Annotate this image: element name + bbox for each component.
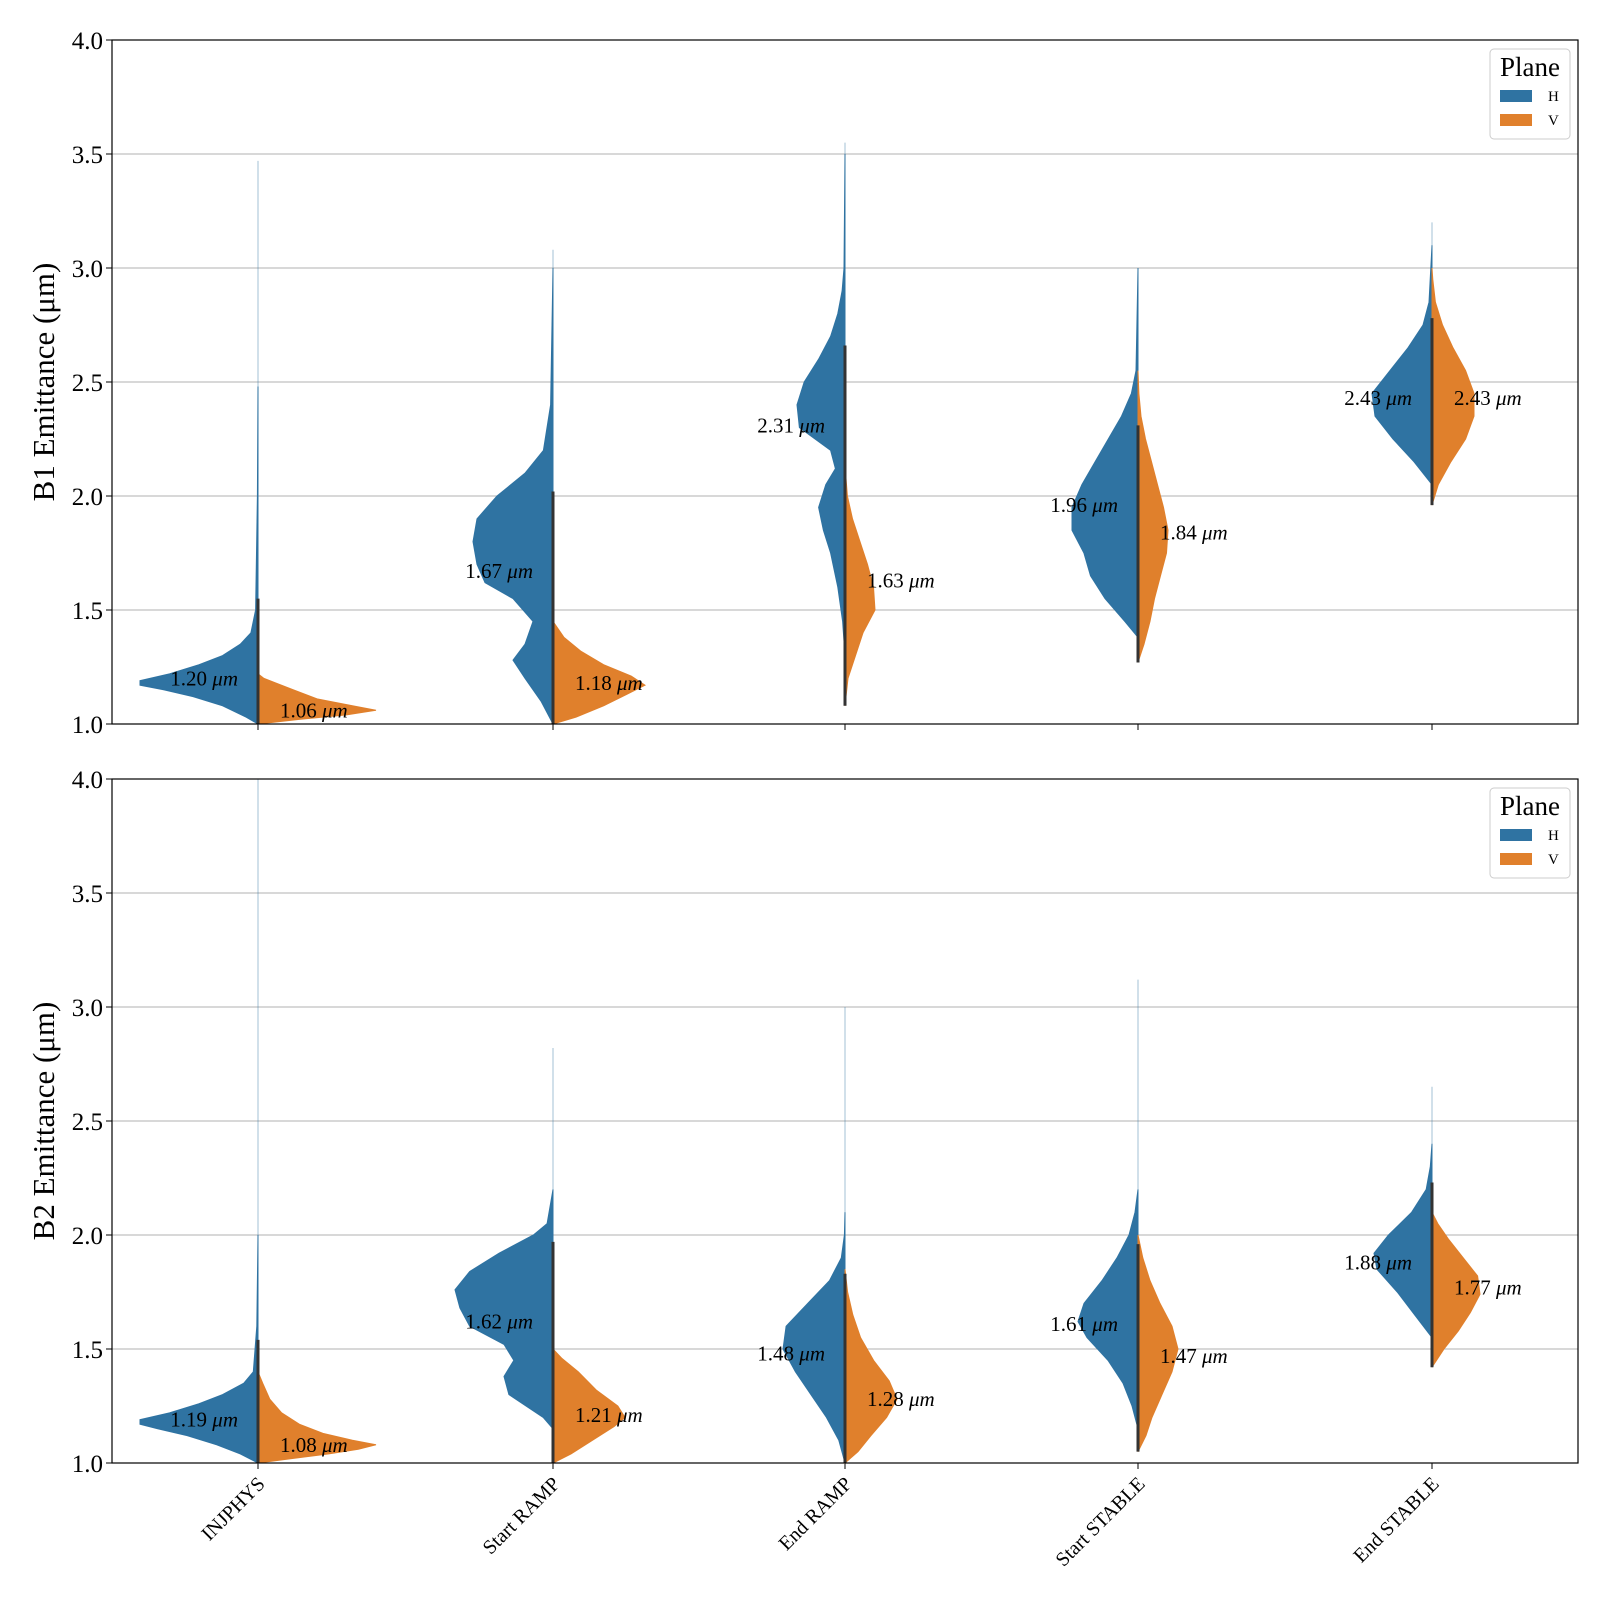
median-label-v: 1.28 μm [867, 1387, 935, 1411]
median-label-h: 2.31 μm [757, 413, 825, 437]
y-tick-label: 2.0 [72, 484, 103, 511]
legend: Plane HV [1489, 787, 1571, 879]
median-label-v: 1.18 μm [575, 671, 643, 695]
violin-h-4 [1077, 1189, 1139, 1429]
legend: Plane HV [1489, 48, 1571, 140]
median-label-v: 1.06 μm [280, 698, 348, 722]
x-tick-label: INJPHYS [197, 1473, 269, 1545]
median-label-v: 1.21 μm [575, 1403, 643, 1427]
y-tick-label: 4.0 [72, 767, 103, 794]
median-label-v: 2.43 μm [1454, 386, 1522, 410]
y-tick-label: 1.0 [72, 712, 103, 739]
median-label-h: 1.96 μm [1050, 493, 1118, 517]
violin-h-2 [454, 1189, 554, 1431]
y-tick-label: 1.5 [72, 598, 103, 625]
y-tick-label: 2.5 [72, 370, 103, 397]
legend-label-v: V [1548, 113, 1559, 129]
violin-v-5 [1431, 267, 1475, 506]
legend-swatch-v [1500, 114, 1532, 126]
x-tick-label: End RAMP [775, 1473, 857, 1555]
y-tick-label: 3.0 [72, 256, 103, 283]
y-axis-label: B1 Emittance (μm) [26, 263, 61, 502]
x-tick-label: Start STABLE [1051, 1473, 1149, 1571]
median-label-h: 1.61 μm [1050, 1312, 1118, 1336]
legend-swatch-h [1500, 90, 1532, 102]
violin-h-4 [1071, 267, 1139, 639]
violin-v-2 [552, 619, 646, 725]
y-tick-label: 2.5 [72, 1109, 103, 1136]
y-axis-label: B2 Emittance (μm) [26, 1002, 61, 1241]
legend-swatch-h [1500, 829, 1532, 841]
violin-v-4 [1137, 370, 1169, 663]
x-tick-label: Start RAMP [479, 1473, 565, 1559]
median-label-h: 1.88 μm [1344, 1250, 1412, 1274]
violin-h-1 [139, 386, 259, 725]
y-tick-label: 1.0 [72, 1451, 103, 1478]
violin-h-5 [1373, 1143, 1433, 1340]
legend-label-h: H [1548, 89, 1559, 105]
legend-label-v: V [1548, 852, 1559, 868]
plot-frame [111, 778, 1579, 1464]
panel-2: 1.0 1.5 2.0 2.5 3.0 3.5 4.0 B2 Emittance (μm) 1.… [26, 767, 1579, 1478]
panel-1: 1.0 1.5 2.0 2.5 3.0 3.5 4.0 B1 Emittance (μm) 1.… [26, 28, 1579, 739]
y-tick-label: 3.0 [72, 995, 103, 1022]
y-tick-label: 3.5 [72, 142, 103, 169]
panels: 1.0 1.5 2.0 2.5 3.0 3.5 4.0 B1 Emittance (μm) 1.… [26, 28, 1579, 1571]
violin-h-2 [472, 267, 554, 725]
y-tick-label: 3.5 [72, 881, 103, 908]
violin-h-3 [796, 153, 846, 656]
violin-v-5 [1431, 1211, 1481, 1368]
median-label-v: 1.84 μm [1160, 520, 1228, 544]
x-tick-label: End STABLE [1349, 1473, 1443, 1567]
violin-h-1 [139, 1234, 259, 1464]
violin-v-2 [552, 1347, 626, 1464]
legend-label-h: H [1548, 828, 1559, 844]
median-label-v: 1.08 μm [280, 1433, 348, 1457]
median-label-h: 1.48 μm [757, 1342, 825, 1366]
violin-h-3 [782, 1212, 846, 1464]
violin-h-5 [1371, 245, 1433, 487]
median-label-v: 1.63 μm [867, 568, 935, 592]
y-tick-label: 1.5 [72, 1337, 103, 1364]
median-label-h: 1.20 μm [170, 666, 238, 690]
y-tick-label: 2.0 [72, 1223, 103, 1250]
violin-v-1 [257, 1371, 377, 1464]
violin-v-4 [1137, 1234, 1179, 1452]
median-label-v: 1.47 μm [1160, 1344, 1228, 1368]
violin-v-3 [844, 1269, 898, 1465]
median-label-h: 2.43 μm [1344, 386, 1412, 410]
legend-title: Plane [1500, 52, 1560, 82]
legend-swatch-v [1500, 853, 1532, 865]
median-label-h: 1.62 μm [465, 1310, 533, 1334]
median-label-h: 1.67 μm [465, 559, 533, 583]
median-label-v: 1.77 μm [1454, 1275, 1522, 1299]
y-tick-label: 4.0 [72, 28, 103, 55]
legend-title: Plane [1500, 791, 1560, 821]
plot-frame [111, 39, 1579, 725]
median-label-h: 1.19 μm [170, 1408, 238, 1432]
